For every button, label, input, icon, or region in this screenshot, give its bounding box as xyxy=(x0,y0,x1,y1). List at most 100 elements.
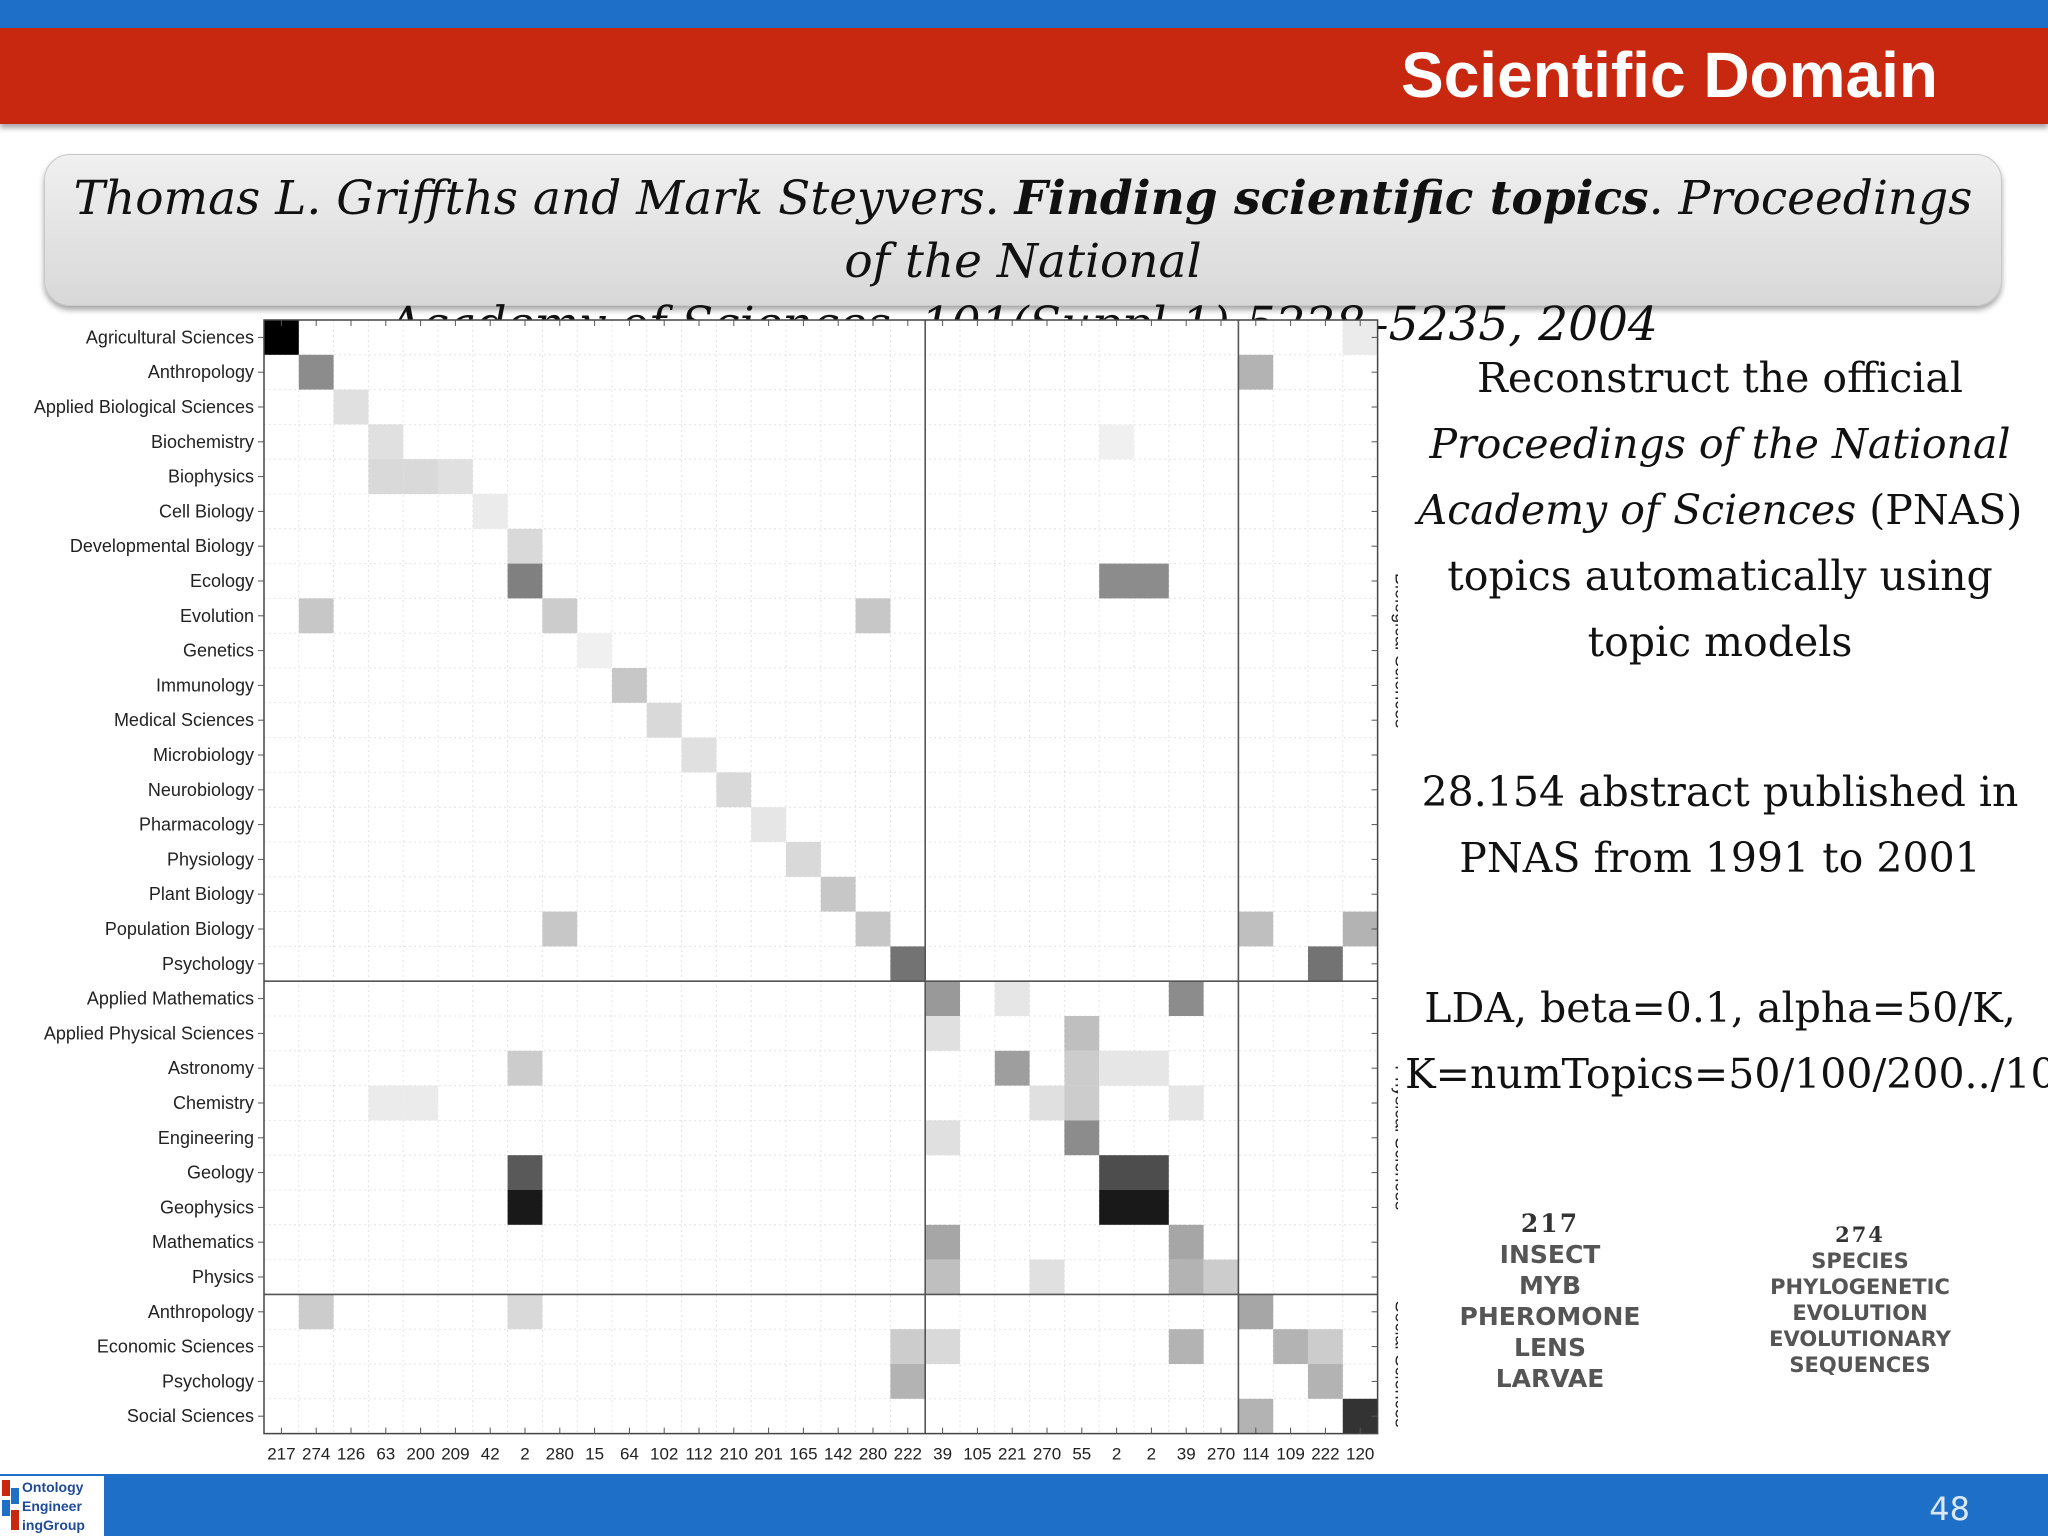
heatmap-cell xyxy=(472,494,508,529)
row-label: Population Biology xyxy=(105,919,254,939)
group-label: Physical Sciences xyxy=(1392,1065,1398,1210)
citation-paper-title: Finding scientific topics xyxy=(1014,171,1649,226)
heatmap-cell xyxy=(751,807,786,842)
heatmap-cell xyxy=(368,1085,404,1121)
column-label: 2 xyxy=(1112,1445,1121,1464)
heatmap-cell xyxy=(1134,1050,1169,1086)
heatmap-cell xyxy=(1238,1294,1274,1330)
heatmap-cell xyxy=(1308,946,1343,982)
column-label: 15 xyxy=(585,1445,604,1464)
logo-text-line: Engineer xyxy=(22,1498,82,1514)
heatmap-cell xyxy=(368,459,404,494)
column-label: 222 xyxy=(1311,1445,1339,1464)
heatmap-cell xyxy=(1099,424,1134,460)
heatmap-cell xyxy=(925,1120,960,1156)
row-label: Applied Physical Sciences xyxy=(44,1023,254,1043)
column-label: 102 xyxy=(650,1445,678,1464)
heatmap-cell xyxy=(1029,1085,1065,1121)
heatmap-cell xyxy=(1238,354,1274,390)
row-label: Engineering xyxy=(158,1128,254,1148)
topic-example-274: 274 SPECIES PHYLOGENETIC EVOLUTION EVOLU… xyxy=(1740,1222,1980,1378)
row-label: Cell Biology xyxy=(159,501,254,521)
heatmap-cell xyxy=(1064,1085,1100,1121)
heatmap-cell xyxy=(1238,911,1274,947)
description-text: Reconstruct the official Proceedings of t… xyxy=(1405,345,2048,1107)
topic-word: SEQUENCES xyxy=(1789,1353,1931,1377)
description-paragraph-2: 28.154 abstract published in PNAS from 1… xyxy=(1421,768,2019,882)
heatmap-cell xyxy=(507,1190,543,1225)
page-number: 48 xyxy=(1929,1490,1970,1528)
heatmap-cell xyxy=(1099,1050,1134,1086)
heatmap-cell xyxy=(1168,1329,1204,1364)
column-label: 222 xyxy=(894,1445,922,1464)
topic-word: PHEROMONE xyxy=(1459,1302,1641,1331)
topic-word: MYB xyxy=(1518,1271,1582,1300)
heatmap-cell xyxy=(1308,1364,1343,1399)
heatmap-cell xyxy=(507,1050,543,1086)
heatmap-cell xyxy=(1064,1050,1100,1086)
heatmap-cell xyxy=(681,737,717,773)
row-label: Plant Biology xyxy=(149,884,254,904)
row-label: Physiology xyxy=(167,849,254,869)
group-label: Biological Sciences xyxy=(1392,573,1398,728)
column-label: 165 xyxy=(789,1445,817,1464)
row-label: Chemistry xyxy=(173,1093,254,1113)
logo-text-line: Ontology xyxy=(22,1479,84,1495)
column-label: 142 xyxy=(824,1445,852,1464)
heatmap-cell xyxy=(1203,1259,1239,1295)
topic-word: EVOLUTION xyxy=(1792,1301,1928,1325)
heatmap-cell xyxy=(925,1016,960,1051)
heatmap-cell xyxy=(1273,1329,1308,1364)
row-label: Biophysics xyxy=(168,467,254,487)
row-label: Ecology xyxy=(190,571,254,591)
heatmap-cell xyxy=(298,598,334,634)
row-label: Neurobiology xyxy=(148,780,254,800)
heatmap-cell xyxy=(1134,563,1169,599)
heatmap-cell xyxy=(855,598,891,634)
topic-word: PHYLOGENETIC xyxy=(1770,1275,1950,1299)
title-bar xyxy=(0,28,2048,124)
heatmap-cell xyxy=(994,981,1030,1016)
row-label: Immunology xyxy=(156,675,254,695)
heatmap-cell xyxy=(716,772,752,808)
heatmap-cell xyxy=(368,424,404,460)
heatmap-cell xyxy=(542,598,578,634)
column-label: 112 xyxy=(685,1445,712,1464)
column-label: 64 xyxy=(620,1445,639,1464)
column-label: 126 xyxy=(337,1445,365,1464)
column-label: 63 xyxy=(376,1445,395,1464)
heatmap-border xyxy=(263,319,1379,1435)
topic-word: LARVAE xyxy=(1495,1364,1605,1393)
heatmap-cell xyxy=(994,1050,1030,1086)
heatmap-cell xyxy=(925,981,960,1016)
column-label: 209 xyxy=(441,1445,469,1464)
heatmap-cell xyxy=(577,633,612,668)
column-label: 55 xyxy=(1072,1445,1091,1464)
column-label: 109 xyxy=(1276,1445,1304,1464)
description-paragraph-3: LDA, beta=0.1, alpha=50/K, K=numTopics=50… xyxy=(1405,984,2048,1098)
heatmap-cell xyxy=(925,1259,960,1295)
column-label: 200 xyxy=(406,1445,434,1464)
heatmap-cell xyxy=(855,911,891,947)
heatmap-cell xyxy=(1099,563,1134,599)
heatmap-cell xyxy=(1168,1085,1204,1121)
row-label: Medical Sciences xyxy=(114,710,254,730)
row-label: Physics xyxy=(192,1267,254,1287)
heatmap-cell xyxy=(646,702,682,738)
heatmap-cell xyxy=(403,1085,438,1121)
heatmap-cell xyxy=(890,1329,926,1364)
heatmap-cell xyxy=(1308,1329,1343,1364)
row-label: Biochemistry xyxy=(151,432,254,452)
topic-word: EVOLUTIONARY xyxy=(1769,1327,1951,1351)
top-accent-bar xyxy=(0,0,2048,28)
heatmap-cell xyxy=(1134,1190,1169,1225)
column-label: 221 xyxy=(998,1445,1026,1464)
topic-word: SPECIES xyxy=(1811,1249,1909,1273)
topic-id: 274 xyxy=(1835,1222,1885,1247)
slide-title: Scientific Domain xyxy=(1401,39,1938,111)
topic-example-217: 217 INSECT MYB PHEROMONE LENS LARVAE xyxy=(1440,1208,1660,1394)
column-label: 42 xyxy=(481,1445,500,1464)
row-label: Mathematics xyxy=(152,1232,254,1252)
heatmap-cell xyxy=(507,528,543,564)
column-label: 210 xyxy=(720,1445,748,1464)
